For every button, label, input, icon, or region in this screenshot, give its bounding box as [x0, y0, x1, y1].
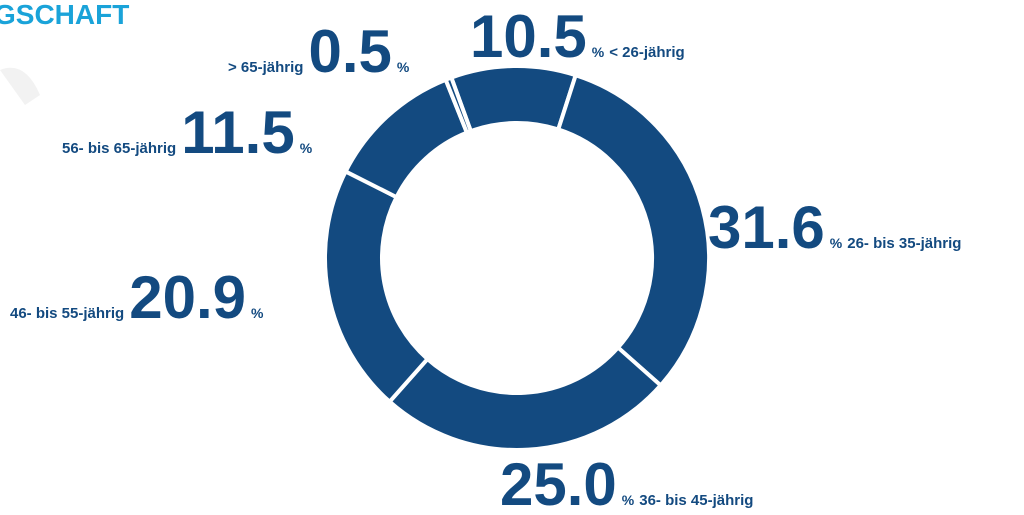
unit-label: % — [397, 59, 410, 75]
value-label: 0.5 — [308, 18, 391, 85]
donut-slice — [443, 75, 474, 136]
donut-slice — [342, 77, 470, 200]
category-label: < 26-jährig — [609, 44, 684, 61]
unit-label: % — [251, 305, 264, 321]
value-label: 31.6 — [708, 194, 825, 261]
donut-slice — [448, 64, 579, 134]
category-label: 36- bis 45-jährig — [639, 492, 753, 509]
value-label: 10.5 — [470, 3, 587, 70]
donut-slice — [386, 344, 664, 452]
category-label: 26- bis 35-jährig — [847, 235, 961, 252]
category-label: > 65-jährig — [228, 59, 303, 76]
unit-label: % — [592, 44, 605, 60]
category-label: 46- bis 55-jährig — [10, 305, 124, 322]
donut-slice — [555, 72, 711, 389]
category-label: 56- bis 65-jährig — [62, 140, 176, 157]
unit-label: % — [622, 492, 635, 508]
unit-label: % — [830, 235, 843, 251]
chart-title: GSCHAFT — [0, 0, 129, 30]
value-label: 20.9 — [129, 264, 246, 331]
decoration — [0, 67, 40, 105]
value-label: 25.0 — [500, 451, 617, 515]
unit-label: % — [300, 140, 313, 156]
value-label: 11.5 — [181, 99, 294, 166]
donut-slice — [323, 168, 431, 405]
